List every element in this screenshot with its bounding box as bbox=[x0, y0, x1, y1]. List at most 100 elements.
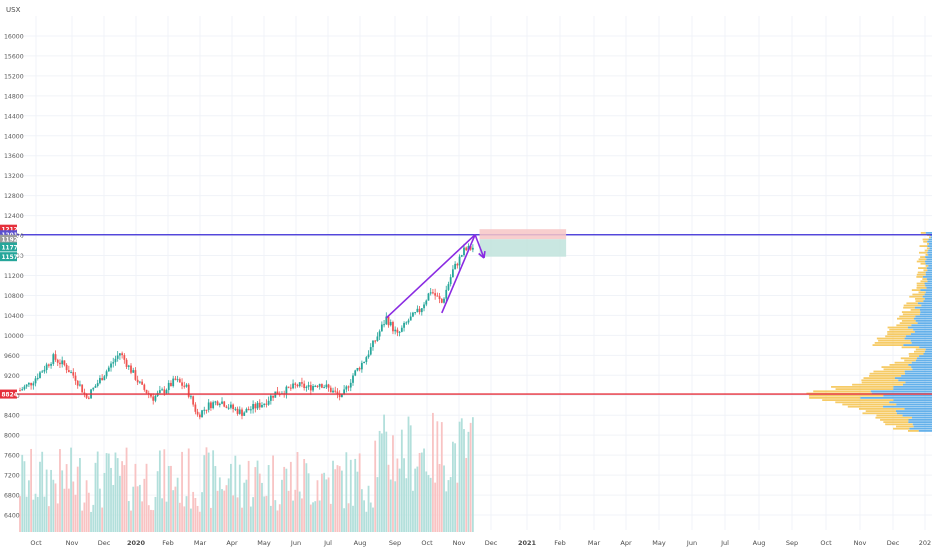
candle-body bbox=[409, 316, 412, 321]
vp-bar-down bbox=[901, 375, 932, 377]
volume-bar bbox=[338, 466, 341, 532]
volume-bar bbox=[287, 490, 290, 532]
vp-bar-up bbox=[872, 344, 904, 346]
price-tick-label: 12400 bbox=[4, 213, 24, 220]
time-tick-label: Dec bbox=[887, 539, 900, 547]
vp-bar-down bbox=[925, 273, 932, 276]
candle-body bbox=[383, 324, 385, 326]
volume-bar bbox=[30, 448, 32, 532]
vp-bar-down bbox=[911, 324, 932, 327]
volume-bar bbox=[172, 490, 175, 532]
volume-bar bbox=[232, 495, 235, 532]
volume-bar bbox=[376, 477, 379, 532]
volume-bar bbox=[425, 471, 428, 532]
vp-bar-down bbox=[930, 236, 932, 239]
volume-bar bbox=[123, 465, 126, 532]
candle-body bbox=[178, 379, 181, 383]
time-tick-label: Dec bbox=[98, 539, 111, 547]
vp-bar-up bbox=[899, 315, 916, 318]
vp-bar-up bbox=[903, 306, 915, 309]
volume-bar bbox=[247, 460, 250, 532]
candle-body bbox=[225, 406, 228, 408]
candle-body bbox=[380, 324, 383, 332]
candle-body bbox=[456, 263, 459, 266]
candle-body bbox=[329, 387, 332, 393]
volume-bar bbox=[289, 461, 292, 532]
time-tick-label: Nov bbox=[453, 539, 466, 547]
candle-body bbox=[454, 263, 457, 270]
vp-bar-down bbox=[911, 342, 932, 344]
vp-bar-up bbox=[889, 364, 909, 366]
vp-bar-up bbox=[908, 353, 924, 355]
candle-body bbox=[321, 384, 323, 388]
volume-bar bbox=[463, 429, 465, 532]
volume-bar bbox=[205, 447, 208, 532]
candle-body bbox=[203, 409, 206, 411]
candle-body bbox=[449, 277, 452, 285]
time-axis: Oct Nov Dec 2020 Feb Mar Apr May Jun Jul Aug Sep Oct… bbox=[30, 539, 931, 547]
volume-bar bbox=[198, 511, 201, 532]
candle-body bbox=[27, 382, 30, 385]
candle-body bbox=[387, 316, 390, 326]
vp-bar-up bbox=[903, 304, 922, 307]
candle-body bbox=[67, 370, 70, 373]
candle-body bbox=[376, 336, 379, 342]
volume-bar bbox=[281, 479, 283, 532]
volume-bar bbox=[214, 466, 217, 532]
candle-body bbox=[50, 363, 52, 366]
vp-bar-up bbox=[885, 335, 906, 338]
volume-bar bbox=[345, 452, 348, 532]
vp-bar-up bbox=[914, 350, 925, 353]
candle-body bbox=[445, 289, 448, 299]
candle-body bbox=[436, 295, 439, 297]
vp-bar-down bbox=[926, 278, 932, 280]
candle-body bbox=[83, 392, 86, 394]
vp-bar-down bbox=[895, 410, 932, 412]
volume-bar bbox=[420, 452, 423, 532]
vp-bar-up bbox=[915, 300, 924, 302]
candle-body bbox=[105, 371, 108, 377]
vp-bar-down bbox=[912, 368, 932, 371]
vp-bar-up bbox=[925, 254, 929, 256]
vp-bar-up bbox=[899, 322, 918, 324]
price-tag bbox=[0, 224, 17, 234]
time-tick-label: Nov bbox=[854, 539, 867, 547]
candle-body bbox=[152, 396, 155, 401]
time-tick-label: Apr bbox=[226, 539, 238, 547]
candle-body bbox=[392, 322, 394, 332]
vp-bar-up bbox=[842, 403, 897, 406]
volume-bar bbox=[47, 506, 50, 532]
volume-bar bbox=[234, 455, 237, 532]
volume-bar bbox=[156, 471, 159, 532]
candle-body bbox=[349, 382, 352, 388]
volume-bar bbox=[92, 504, 95, 532]
candles bbox=[19, 243, 474, 420]
vp-bar-down bbox=[925, 256, 932, 258]
candle-body bbox=[207, 402, 210, 410]
vp-bar-up bbox=[915, 348, 926, 351]
candle-body bbox=[174, 378, 177, 380]
time-tick-label: Oct bbox=[820, 539, 832, 547]
volume-bar bbox=[278, 504, 281, 532]
volume-bar bbox=[323, 472, 326, 532]
volume-bar bbox=[349, 459, 352, 532]
volume-bar bbox=[383, 414, 385, 532]
vp-bar-up bbox=[809, 397, 861, 399]
volume-bar bbox=[298, 491, 301, 532]
vp-bar-down bbox=[904, 337, 932, 340]
vp-bar-down bbox=[928, 238, 932, 241]
volume-bar bbox=[138, 484, 141, 532]
annotations[interactable] bbox=[0, 229, 932, 395]
vp-bar-up bbox=[861, 379, 899, 382]
candle-body bbox=[221, 401, 223, 404]
vp-bar-down bbox=[925, 262, 932, 265]
price-tags: 12128120171192711772115778824 bbox=[0, 224, 22, 399]
volume-bar bbox=[303, 459, 306, 532]
volume-bar bbox=[158, 450, 161, 532]
vp-bar-down bbox=[905, 381, 932, 384]
vp-bar-down bbox=[925, 291, 932, 294]
candle-body bbox=[327, 384, 330, 388]
candle-body bbox=[276, 391, 279, 394]
